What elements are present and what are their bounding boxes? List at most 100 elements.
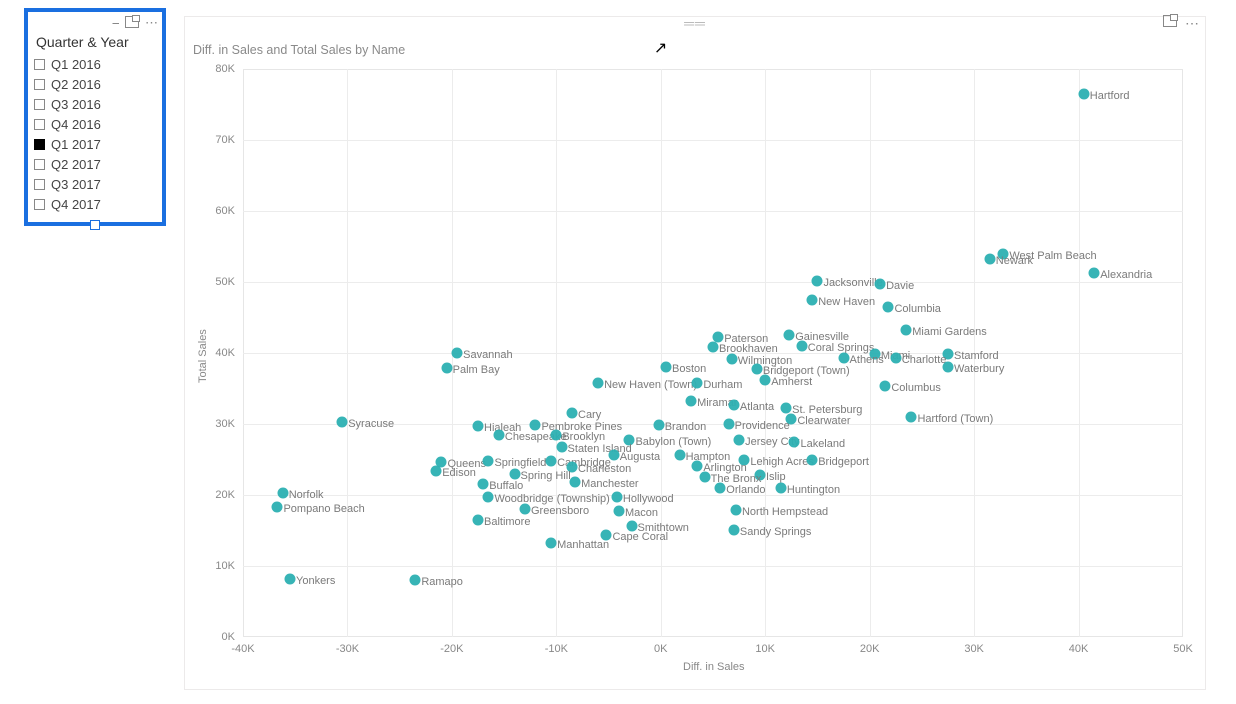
data-point[interactable] [784, 330, 795, 341]
data-point[interactable] [410, 575, 421, 586]
data-point[interactable] [614, 506, 625, 517]
clear-filter-icon[interactable]: ⎯ [113, 16, 120, 29]
data-point[interactable] [734, 434, 745, 445]
checkbox-icon[interactable] [34, 119, 45, 130]
data-point[interactable] [567, 462, 578, 473]
data-point[interactable] [661, 362, 672, 373]
data-point[interactable] [875, 279, 886, 290]
data-point[interactable] [473, 514, 484, 525]
drag-grip-icon[interactable]: ══ [684, 15, 706, 31]
data-point[interactable] [337, 416, 348, 427]
data-point[interactable] [730, 504, 741, 515]
data-point[interactable] [686, 396, 697, 407]
data-point[interactable] [509, 468, 520, 479]
checkbox-icon[interactable] [34, 79, 45, 90]
data-point[interactable] [483, 455, 494, 466]
data-point[interactable] [943, 349, 954, 360]
slicer-item[interactable]: Q3 2017 [34, 174, 156, 194]
checkbox-icon[interactable] [34, 179, 45, 190]
data-point[interactable] [626, 521, 637, 532]
data-point[interactable] [943, 362, 954, 373]
data-point[interactable] [723, 419, 734, 430]
data-point[interactable] [452, 348, 463, 359]
focus-mode-icon[interactable] [1163, 15, 1177, 27]
data-point[interactable] [715, 482, 726, 493]
data-point[interactable] [708, 342, 719, 353]
data-point[interactable] [883, 301, 894, 312]
data-point[interactable] [593, 377, 604, 388]
data-point[interactable] [807, 295, 818, 306]
data-point[interactable] [739, 454, 750, 465]
data-point[interactable] [751, 364, 762, 375]
data-point[interactable] [699, 471, 710, 482]
data-point[interactable] [611, 492, 622, 503]
more-options-icon[interactable]: ⋯ [1185, 15, 1199, 32]
data-point[interactable] [728, 524, 739, 535]
data-point[interactable] [520, 504, 531, 515]
data-point[interactable] [624, 434, 635, 445]
plot-area[interactable]: HartfordWest Palm BeachNewarkAlexandriaJ… [243, 69, 1183, 637]
checkbox-icon[interactable] [34, 139, 45, 150]
data-point[interactable] [431, 465, 442, 476]
slicer-item[interactable]: Q4 2016 [34, 114, 156, 134]
checkbox-icon[interactable] [34, 99, 45, 110]
data-point[interactable] [692, 460, 703, 471]
data-point[interactable] [441, 362, 452, 373]
slicer-item[interactable]: Q4 2017 [34, 194, 156, 214]
data-point[interactable] [755, 470, 766, 481]
data-point[interactable] [890, 352, 901, 363]
data-point[interactable] [728, 399, 739, 410]
checkbox-icon[interactable] [34, 199, 45, 210]
data-point[interactable] [483, 492, 494, 503]
slicer-item[interactable]: Q3 2016 [34, 94, 156, 114]
data-point[interactable] [781, 403, 792, 414]
data-point[interactable] [556, 441, 567, 452]
data-point[interactable] [726, 353, 737, 364]
data-point[interactable] [1078, 88, 1089, 99]
data-point[interactable] [901, 324, 912, 335]
data-point[interactable] [998, 248, 1009, 259]
data-point[interactable] [551, 430, 562, 441]
data-point[interactable] [880, 380, 891, 391]
data-point[interactable] [786, 414, 797, 425]
data-point[interactable] [906, 411, 917, 422]
data-point[interactable] [277, 487, 288, 498]
resize-handle-bottom[interactable] [90, 220, 100, 230]
data-point[interactable] [567, 408, 578, 419]
data-point[interactable] [546, 538, 557, 549]
data-point[interactable] [812, 275, 823, 286]
quarter-year-slicer[interactable]: ⎯ ⋯ Quarter & Year Q1 2016Q2 2016Q3 2016… [24, 8, 166, 226]
data-point[interactable] [653, 419, 664, 430]
data-point[interactable] [608, 449, 619, 460]
slicer-item[interactable]: Q2 2017 [34, 154, 156, 174]
data-point[interactable] [570, 477, 581, 488]
data-point[interactable] [692, 377, 703, 388]
checkbox-icon[interactable] [34, 159, 45, 170]
slicer-item[interactable]: Q2 2016 [34, 74, 156, 94]
data-point[interactable] [869, 349, 880, 360]
checkbox-icon[interactable] [34, 59, 45, 70]
data-point[interactable] [478, 479, 489, 490]
data-point[interactable] [984, 254, 995, 265]
scatter-chart-visual[interactable]: ══ ⋯ Diff. in Sales and Total Sales by N… [184, 16, 1206, 690]
data-point[interactable] [493, 430, 504, 441]
data-point[interactable] [272, 502, 283, 513]
data-point[interactable] [546, 455, 557, 466]
focus-mode-icon[interactable] [125, 16, 139, 28]
data-point[interactable] [760, 374, 771, 385]
data-point[interactable] [775, 482, 786, 493]
slicer-item[interactable]: Q1 2016 [34, 54, 156, 74]
data-point[interactable] [285, 574, 296, 585]
data-point[interactable] [838, 352, 849, 363]
slicer-item[interactable]: Q1 2017 [34, 134, 156, 154]
more-options-icon[interactable]: ⋯ [145, 16, 158, 29]
data-point[interactable] [674, 449, 685, 460]
data-point[interactable] [473, 421, 484, 432]
x-tick-label: 50K [1173, 643, 1193, 655]
data-point[interactable] [789, 436, 800, 447]
data-point[interactable] [601, 530, 612, 541]
data-point[interactable] [1089, 268, 1100, 279]
data-point[interactable] [796, 340, 807, 351]
data-point[interactable] [530, 419, 541, 430]
data-point[interactable] [807, 454, 818, 465]
